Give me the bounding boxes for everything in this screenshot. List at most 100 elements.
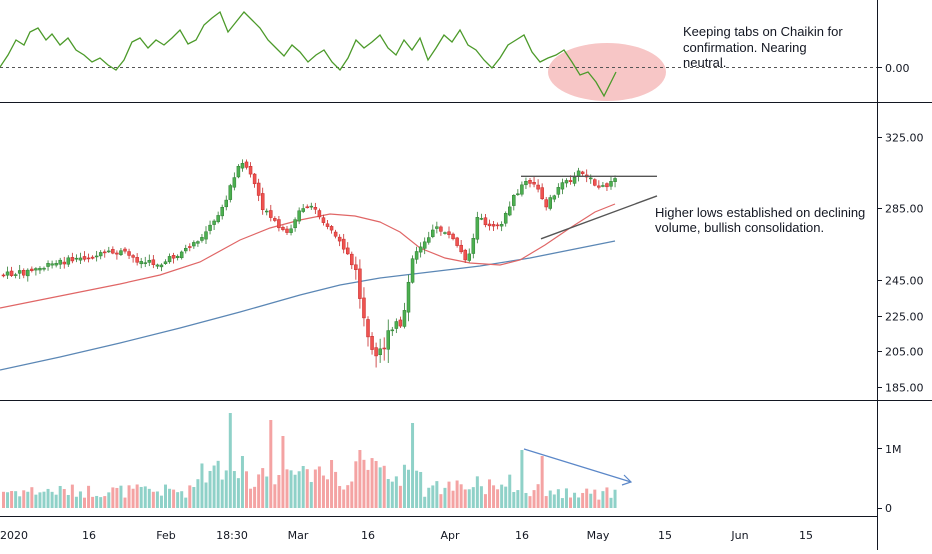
candle-body: [552, 195, 557, 200]
volume-bar: [253, 486, 257, 508]
candle-body: [236, 165, 241, 178]
candle-body: [471, 238, 476, 254]
vol-axis-1m-label: 1M: [885, 443, 902, 456]
candle-body: [601, 185, 605, 187]
candle-body: [196, 241, 200, 244]
volume-bar: [216, 460, 220, 508]
volume-bar: [309, 481, 313, 508]
candle-body: [580, 171, 585, 174]
volume-bar: [573, 492, 577, 508]
candle-body: [325, 223, 330, 227]
candle-body: [5, 271, 10, 276]
candle-body: [378, 348, 382, 356]
time-axis: 2020 16 Feb 18:30 Mar 16 Apr 16 May 15 J…: [0, 529, 813, 542]
candle-body: [212, 220, 216, 225]
volume-bar: [26, 491, 30, 508]
candle-body: [386, 330, 390, 350]
candle-body: [305, 206, 309, 209]
candle-body: [119, 250, 123, 255]
candle-body: [451, 233, 455, 240]
volume-bar: [78, 491, 82, 508]
candle-body: [613, 178, 617, 182]
price-axis-label: 225.00: [885, 311, 924, 324]
volume-bar: [115, 487, 119, 508]
candle-body: [224, 199, 228, 208]
volume-trend-arrow: [523, 448, 632, 483]
candle-body: [382, 347, 386, 350]
volume-bar: [532, 490, 536, 508]
candle-body: [544, 199, 548, 208]
time-label-feb: Feb: [156, 529, 175, 542]
candle-body: [459, 244, 463, 253]
volume-bar: [475, 476, 479, 508]
candle-body: [435, 226, 439, 229]
volume-bar: [54, 494, 58, 508]
volume-bar: [159, 495, 163, 508]
volume-bar: [415, 470, 419, 508]
candle-body: [568, 180, 573, 182]
candle-body: [74, 257, 79, 260]
candle-body: [479, 218, 484, 220]
volume-bar: [224, 470, 228, 508]
volume-bar: [362, 459, 366, 508]
volume-bar: [34, 494, 38, 508]
candle-body: [46, 263, 50, 267]
candle-body: [252, 173, 257, 185]
candle-body: [520, 184, 524, 195]
candle-body: [103, 251, 107, 254]
volume-bar: [6, 492, 10, 508]
candle-body: [431, 229, 435, 237]
volume-bar: [91, 496, 95, 508]
candle-body: [167, 256, 172, 263]
time-label-may: May: [587, 529, 610, 542]
candle-body: [605, 183, 609, 188]
volume-bar: [265, 476, 269, 508]
volume-bar: [285, 469, 289, 508]
volume-bar: [123, 497, 127, 508]
candle-body: [572, 176, 577, 184]
volume-bar: [301, 466, 305, 508]
volume-bar: [131, 488, 135, 508]
candle-body: [463, 249, 467, 261]
volume-bar: [257, 474, 261, 508]
candle-body: [418, 246, 423, 253]
volume-bar: [455, 480, 459, 508]
volume-bar: [95, 495, 99, 508]
candle-body: [309, 205, 314, 208]
volume-bar: [370, 458, 374, 508]
candle-body: [508, 206, 512, 216]
volume-bar: [74, 496, 78, 508]
volume-bar: [374, 461, 378, 508]
candle-body: [402, 310, 407, 327]
volume-bar: [520, 450, 524, 508]
candle-body: [107, 250, 111, 253]
candle-body: [244, 161, 249, 168]
volume-bar: [402, 464, 406, 508]
candle-body: [50, 263, 54, 266]
volume-bar: [581, 492, 585, 508]
volume-bar: [496, 489, 500, 508]
candle-body: [13, 274, 18, 276]
time-label-jan16: 16: [82, 529, 96, 542]
price-axis-label: 325.00: [885, 132, 924, 145]
volume-bar: [560, 498, 564, 508]
candle-body: [321, 217, 326, 223]
volume-bar: [423, 496, 427, 508]
candle-body: [524, 181, 528, 186]
volume-bar: [366, 469, 370, 508]
candle-body: [427, 237, 431, 243]
volume-bar: [14, 491, 18, 508]
candle-body: [139, 261, 143, 265]
volume-bar: [281, 436, 285, 508]
candle-body: [576, 170, 581, 177]
volume-bar: [508, 474, 512, 508]
candle-body: [163, 261, 168, 264]
volume-bar: [111, 487, 115, 508]
volume-bar: [317, 466, 321, 508]
candle-body: [175, 255, 180, 259]
candle-body: [192, 242, 196, 247]
candle-body: [273, 218, 277, 221]
chaikin-note-line-1: Keeping tabs on Chaikin for: [683, 24, 843, 39]
time-label-jun: Jun: [730, 529, 748, 542]
candle-body: [269, 210, 273, 218]
